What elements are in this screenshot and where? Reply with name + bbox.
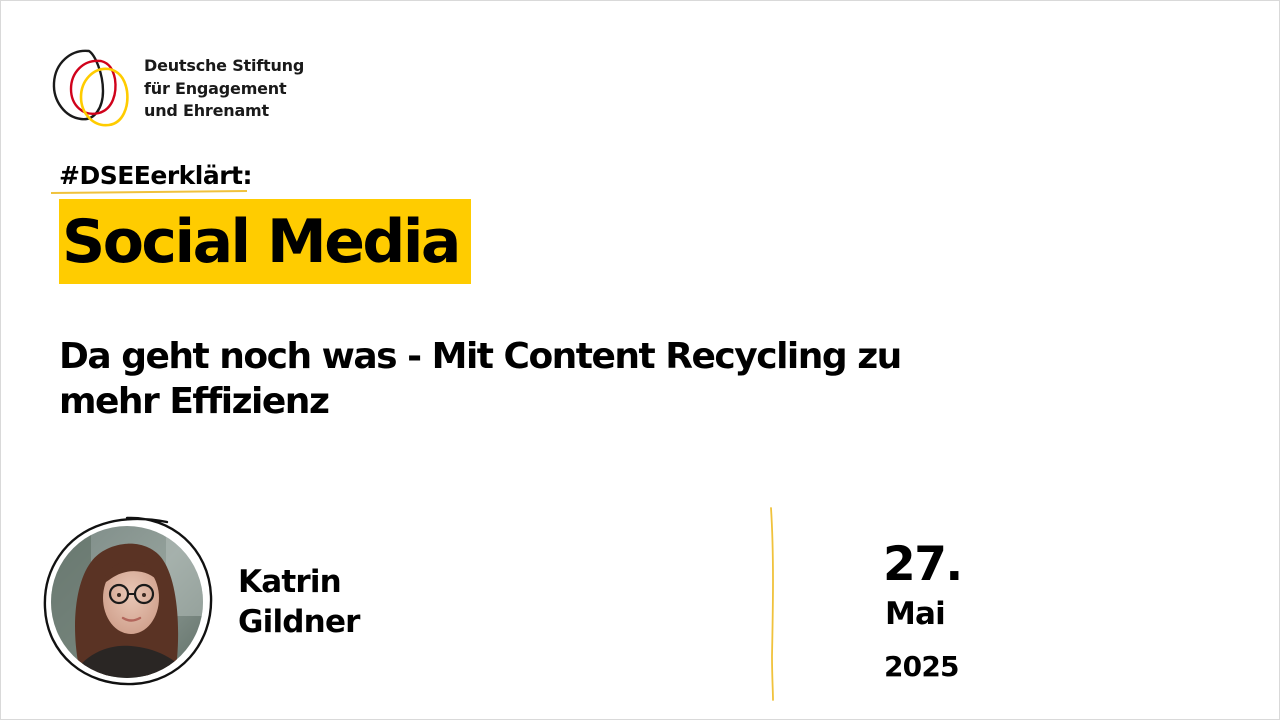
- speaker-avatar: [41, 514, 223, 690]
- organization-name-line: für Engagement: [144, 78, 287, 98]
- topic-highlight: [59, 199, 471, 284]
- topic-title: Social Media: [62, 207, 461, 277]
- event-date-month: Mai: [885, 596, 946, 632]
- speaker-last-name: Gildner: [238, 604, 360, 640]
- event-date-day: 27.: [883, 537, 963, 592]
- hashtag-underline: [50, 189, 248, 194]
- event-date-year: 2025: [884, 650, 960, 683]
- organization-name: Deutsche Stiftung für Engagement und Ehr…: [144, 55, 304, 123]
- talk-title: Da geht noch was - Mit Content Recycling…: [59, 334, 1059, 424]
- series-hashtag: #DSEEerklärt:: [59, 161, 253, 190]
- vertical-divider: [770, 507, 774, 701]
- speaker-name: Katrin Gildner: [238, 562, 360, 642]
- talk-title-line: mehr Effizienz: [59, 381, 330, 422]
- talk-title-line: Da geht noch was - Mit Content Recycling…: [59, 336, 902, 377]
- dsee-logo-icon: [52, 49, 129, 127]
- organization-name-line: Deutsche Stiftung: [144, 56, 305, 75]
- organization-name-line: und Ehrenamt: [144, 101, 269, 120]
- avatar-ring: [43, 516, 213, 686]
- speaker-first-name: Katrin: [238, 564, 342, 600]
